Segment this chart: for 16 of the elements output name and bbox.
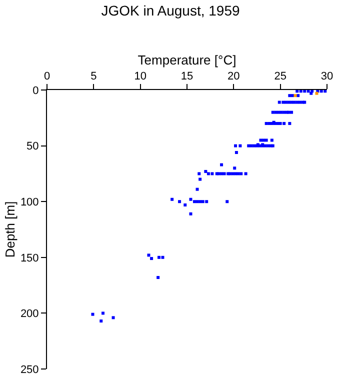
y-axis-title: Depth [m]	[2, 201, 18, 258]
y-tick-label: 50	[26, 140, 39, 153]
chart-title: JGOK in August, 1959	[101, 2, 240, 19]
y-tick-label: 250	[20, 364, 39, 376]
y-tick-label: 150	[20, 252, 39, 264]
y-tick-label: 100	[20, 196, 39, 208]
x-tick-label: 5	[90, 70, 97, 83]
x-tick-label: 25	[274, 70, 286, 83]
x-tick-label: 0	[44, 70, 50, 83]
y-tick-label: 0	[32, 84, 39, 97]
y-tick-label: 200	[20, 308, 39, 320]
x-axis-title: Temperature [°C]	[138, 52, 236, 68]
x-tick-label: 10	[134, 70, 146, 83]
x-tick-label: 15	[180, 70, 194, 83]
x-tick-label: 20	[228, 70, 240, 83]
x-tick-label: 30	[320, 70, 334, 83]
